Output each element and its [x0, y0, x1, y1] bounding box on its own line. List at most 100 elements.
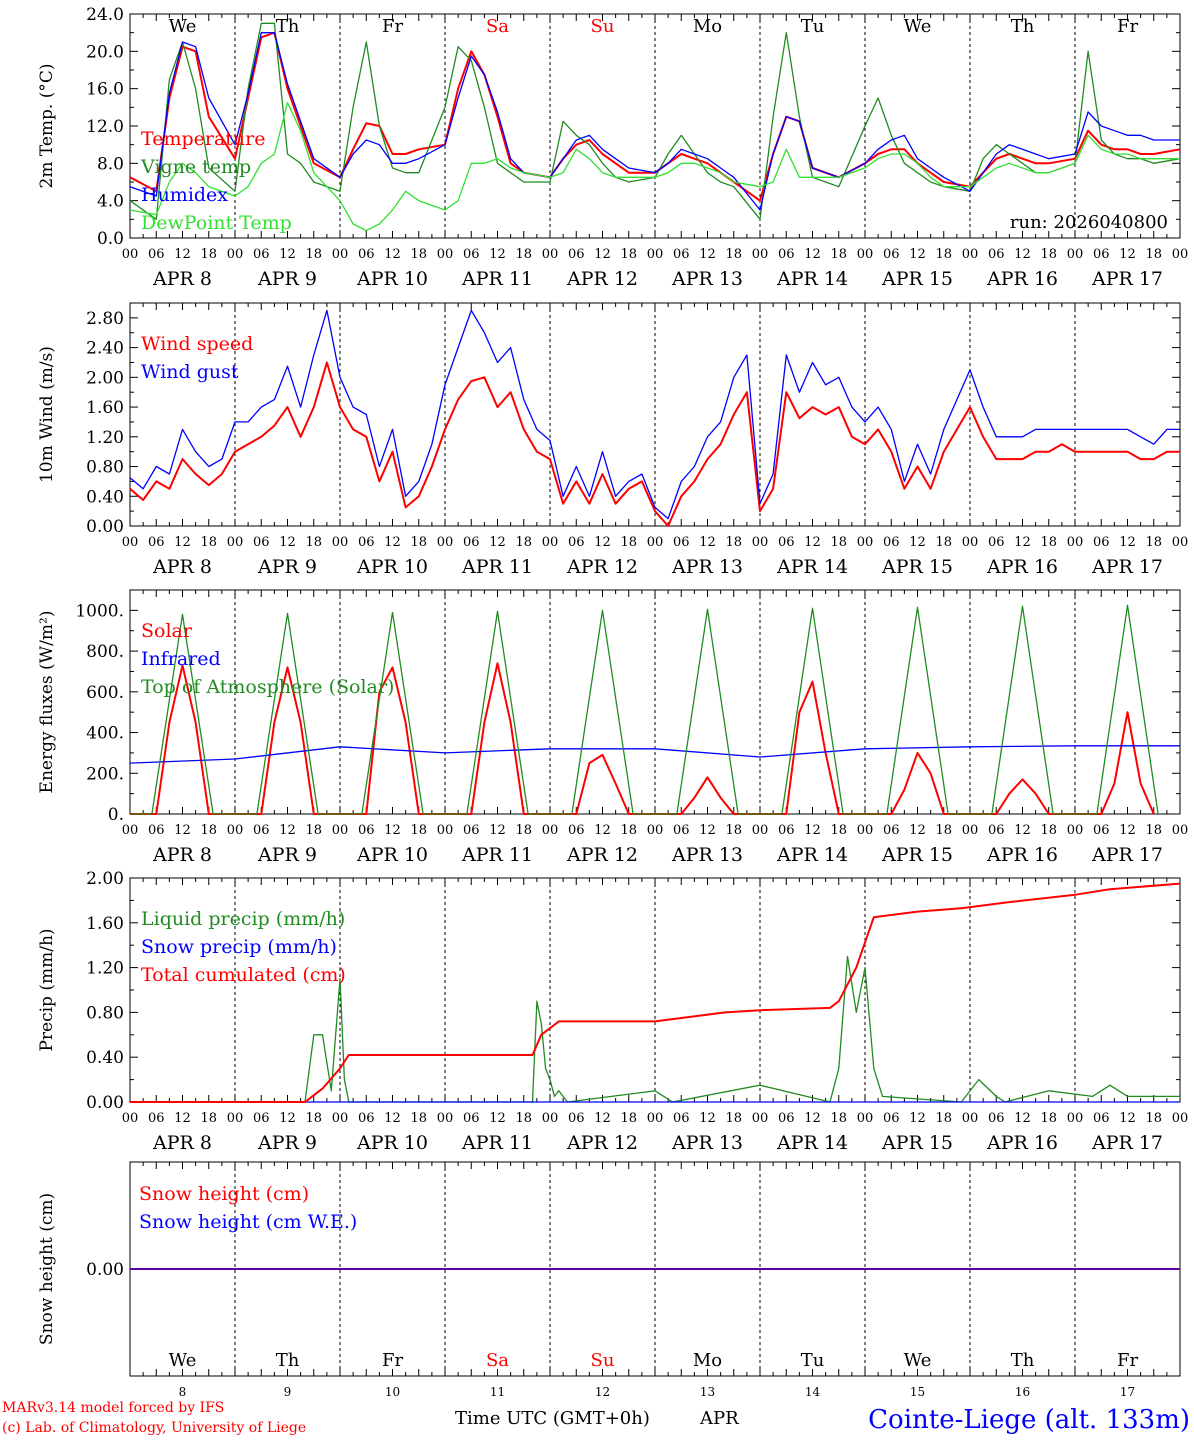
- x-date-label: APR 17: [1091, 268, 1163, 290]
- x-date-label: APR 14: [776, 268, 848, 290]
- hour-ticks: [129, 14, 1181, 238]
- y-tick-label: 4.0: [97, 192, 124, 212]
- weekday-label: Sa: [486, 16, 509, 37]
- x-hour-label: 00: [1172, 535, 1189, 550]
- y-tick-label: 0.00: [86, 1260, 124, 1280]
- weekday-label: Su: [591, 1350, 615, 1371]
- x-hour-label: 18: [725, 247, 742, 262]
- x-hour-label: 12: [279, 823, 296, 838]
- x-hour-label: 00: [1172, 823, 1189, 838]
- day-number-label: 12: [595, 1385, 610, 1399]
- y-tick-label: 0.40: [86, 1048, 124, 1068]
- x-hour-label: 06: [568, 535, 585, 550]
- legend-entry: Total cumulated (cm): [141, 964, 346, 986]
- series-line-1: [129, 361, 1180, 527]
- x-hour-label: 18: [1145, 823, 1162, 838]
- series-line-1: [130, 662, 1155, 815]
- x-hour-label: 12: [804, 535, 821, 550]
- weekday-label: Tu: [801, 16, 825, 37]
- x-hour-label: 12: [1119, 823, 1136, 838]
- x-hour-label: 00: [1067, 535, 1084, 550]
- weekday-label: Th: [1011, 16, 1035, 37]
- x-hour-label: 06: [148, 823, 165, 838]
- x-hour-label: 12: [279, 1111, 296, 1126]
- x-hour-label: 12: [594, 1111, 611, 1126]
- x-hour-label: 18: [1145, 535, 1162, 550]
- x-hour-label: 06: [148, 1111, 165, 1126]
- weekday-label: Sa: [486, 1350, 509, 1371]
- day-number-label: 11: [490, 1385, 505, 1399]
- x-date-label: APR 16: [986, 1132, 1058, 1154]
- weekday-label: Fr: [382, 16, 403, 37]
- x-hour-label: 18: [305, 535, 322, 550]
- y-axis-label: Energy fluxes (W/m²): [37, 611, 57, 794]
- y-tick-label: 1.60: [86, 914, 124, 934]
- x-hour-label: 18: [1145, 247, 1162, 262]
- x-hour-label: 00: [647, 823, 664, 838]
- x-date-label: APR 12: [566, 556, 638, 578]
- x-hour-label: 06: [253, 1111, 270, 1126]
- day-number-label: 13: [700, 1385, 715, 1399]
- weekday-label: Fr: [1117, 1350, 1138, 1371]
- y-axis-label: 10m Wind (m/s): [37, 346, 57, 483]
- x-date-label: APR 11: [461, 844, 533, 866]
- x-hour-label: 18: [935, 535, 952, 550]
- x-hour-label: 18: [830, 823, 847, 838]
- day-number-label: 16: [1015, 1385, 1030, 1399]
- y-axis-label: Snow height (cm): [37, 1193, 57, 1345]
- series-line-3: [130, 882, 1181, 1103]
- x-date-label: APR 10: [356, 844, 428, 866]
- x-hour-label: 06: [568, 823, 585, 838]
- day-number-label: 17: [1120, 1385, 1135, 1399]
- x-date-label: APR 8: [152, 844, 212, 866]
- y-tick-label: 2.00: [86, 368, 124, 388]
- x-hour-label: 12: [489, 823, 506, 838]
- x-hour-label: 00: [542, 823, 559, 838]
- x-hour-label: 00: [542, 247, 559, 262]
- x-hour-label: 18: [935, 823, 952, 838]
- x-hour-label: 06: [673, 1111, 690, 1126]
- x-hour-label: 06: [883, 823, 900, 838]
- legend-entry: Vigne temp: [140, 156, 251, 178]
- day-number-label: 10: [385, 1385, 400, 1399]
- x-hour-label: 00: [647, 535, 664, 550]
- x-hour-label: 18: [515, 535, 532, 550]
- x-hour-label: 12: [1014, 1111, 1031, 1126]
- x-date-label: APR 16: [986, 844, 1058, 866]
- x-hour-label: 06: [358, 247, 375, 262]
- y-tick-label: 600.: [86, 683, 124, 703]
- x-hour-label: 18: [410, 535, 427, 550]
- station-label: Cointe-Liege (alt. 133m): [868, 1405, 1190, 1435]
- x-hour-label: 06: [253, 247, 270, 262]
- series-line-3: [129, 32, 1180, 211]
- x-date-label: APR 14: [776, 1132, 848, 1154]
- x-hour-label: 18: [1040, 535, 1057, 550]
- legend-entry: Snow precip (mm/h): [141, 936, 337, 958]
- x-date-label: APR 15: [881, 844, 953, 866]
- x-hour-label: 06: [358, 535, 375, 550]
- x-hour-label: 00: [122, 535, 139, 550]
- x-hour-label: 12: [384, 247, 401, 262]
- panel-2: 0.00 0.40 0.80 1.20 1.60 2.00 2.40 2.80 10m Wind…: [37, 302, 1189, 578]
- x-hour-label: 18: [830, 535, 847, 550]
- x-date-label: APR 10: [356, 556, 428, 578]
- x-hour-label: 06: [988, 535, 1005, 550]
- x-hour-label: 18: [515, 823, 532, 838]
- x-date-label: APR 14: [776, 556, 848, 578]
- series-line-2: [129, 745, 1180, 764]
- x-hour-label: 00: [437, 535, 454, 550]
- x-hour-label: 18: [410, 823, 427, 838]
- series-line-1: [130, 955, 1180, 1103]
- legend-entry: Wind gust: [141, 361, 239, 383]
- x-hour-label: 12: [489, 535, 506, 550]
- x-hour-label: 06: [883, 535, 900, 550]
- x-hour-label: 06: [463, 823, 480, 838]
- y-axis-label: Precip (mm/h): [37, 928, 57, 1051]
- hour-ticks: [129, 590, 1181, 814]
- x-hour-label: 18: [410, 247, 427, 262]
- x-hour-label: 12: [384, 535, 401, 550]
- x-hour-label: 00: [437, 1111, 454, 1126]
- x-hour-label: 00: [857, 247, 874, 262]
- day-number-label: 15: [910, 1385, 925, 1399]
